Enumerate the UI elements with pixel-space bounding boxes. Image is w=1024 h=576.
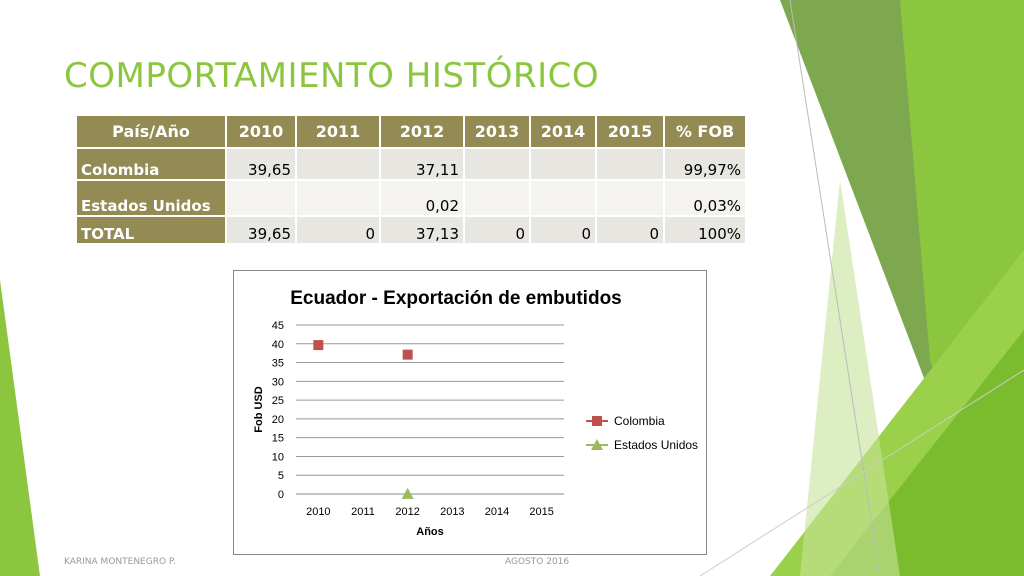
footer-author: KARINA MONTENEGRO P. xyxy=(64,557,176,567)
row-label: Colombia xyxy=(75,147,227,181)
table-cell: 0 xyxy=(463,215,531,245)
table-cell xyxy=(529,147,597,181)
y-tick-label: 20 xyxy=(272,414,284,426)
footer-date: AGOSTO 2016 xyxy=(505,557,570,567)
y-tick-label: 40 xyxy=(272,339,284,351)
y-tick-label: 45 xyxy=(272,320,284,332)
row-label: Estados Unidos xyxy=(75,179,227,217)
data-point-estados-unidos xyxy=(401,487,414,499)
table-row: TOTAL 39,65 0 37,13 0 0 0 100% xyxy=(75,215,747,245)
table-cell: 0,03% xyxy=(663,179,747,217)
header-cell: % FOB xyxy=(663,114,747,149)
decor-line-2 xyxy=(699,369,1024,576)
light-green-shape xyxy=(800,180,900,576)
y-tick-label: 5 xyxy=(278,470,284,482)
header-cell: 2011 xyxy=(295,114,381,149)
table-cell: 39,65 xyxy=(225,147,297,181)
chart-title: Ecuador - Exportación de embutidos xyxy=(290,288,622,309)
data-point-colombia xyxy=(402,349,413,360)
row-label: TOTAL xyxy=(75,215,227,245)
y-tick-label: 30 xyxy=(272,376,284,388)
x-tick-label: 2012 xyxy=(395,506,419,518)
table-cell: 0,02 xyxy=(379,179,465,217)
table-cell: 37,13 xyxy=(379,215,465,245)
table-cell xyxy=(595,179,665,217)
table-cell xyxy=(225,179,297,217)
x-tick-label: 2013 xyxy=(440,506,464,518)
table-cell xyxy=(295,147,381,181)
table-cell xyxy=(463,147,531,181)
x-axis-label: Años xyxy=(416,526,444,538)
y-tick-label: 0 xyxy=(278,489,284,501)
table-cell: 39,65 xyxy=(225,215,297,245)
table-cell: 100% xyxy=(663,215,747,245)
table-cell: 0 xyxy=(529,215,597,245)
x-tick-label: 2010 xyxy=(306,506,330,518)
header-cell: 2012 xyxy=(379,114,465,149)
table-cell xyxy=(529,179,597,217)
y-tick-label: 15 xyxy=(272,433,284,445)
legend-label: Estados Unidos xyxy=(614,438,698,452)
x-tick-label: 2011 xyxy=(351,506,375,518)
y-tick-label: 10 xyxy=(272,451,284,463)
chart-container: Ecuador - Exportación de embutidos 0 5 10 15… xyxy=(233,270,707,555)
y-tick-label: 25 xyxy=(272,395,284,407)
table-row: Estados Unidos 0,02 0,03% xyxy=(75,179,747,217)
header-cell: 2014 xyxy=(529,114,597,149)
header-cell: 2010 xyxy=(225,114,297,149)
data-point-colombia xyxy=(313,340,324,351)
header-cell: 2013 xyxy=(463,114,531,149)
table-cell xyxy=(595,147,665,181)
left-green-stripe xyxy=(0,280,40,576)
table-cell: 0 xyxy=(595,215,665,245)
legend-marker xyxy=(591,439,603,450)
header-cell: País/Año xyxy=(75,114,227,149)
table-cell: 99,97% xyxy=(663,147,747,181)
x-tick-label: 2015 xyxy=(529,506,553,518)
export-table: País/Año 2010 2011 2012 2013 2014 2015 %… xyxy=(75,114,747,245)
legend-label: Colombia xyxy=(614,414,665,428)
table-header-row: País/Año 2010 2011 2012 2013 2014 2015 %… xyxy=(75,114,747,149)
table-row: Colombia 39,65 37,11 99,97% xyxy=(75,147,747,181)
header-cell: 2015 xyxy=(595,114,665,149)
y-tick-label: 35 xyxy=(272,358,284,370)
slide-title: COMPORTAMIENTO HISTÓRICO xyxy=(64,56,600,96)
table-cell: 0 xyxy=(295,215,381,245)
x-tick-label: 2014 xyxy=(485,506,509,518)
decor-line-1 xyxy=(789,0,881,576)
table-cell xyxy=(295,179,381,217)
legend-marker xyxy=(592,416,602,426)
scatter-chart: Ecuador - Exportación de embutidos 0 5 10 15… xyxy=(253,288,698,538)
table-cell xyxy=(463,179,531,217)
y-axis-label: Fob USD xyxy=(253,386,265,432)
table-cell: 37,11 xyxy=(379,147,465,181)
